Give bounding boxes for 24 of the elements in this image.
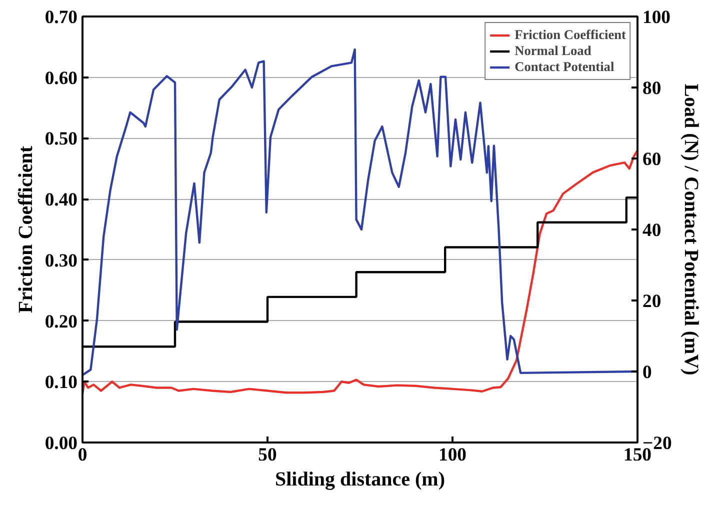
y-tick-label: 0.40 — [44, 190, 78, 211]
y-tick-label: 0.10 — [44, 372, 78, 394]
y2-tick-label: 60 — [642, 149, 662, 170]
y2-axis-title: Load (N) / Contact Potential (mV) — [680, 84, 702, 376]
legend-label: Contact Potential — [514, 59, 614, 75]
y-tick-label: 0.70 — [44, 7, 78, 28]
y2-tick-label: 100 — [642, 7, 670, 28]
y-tick-label: 0.20 — [44, 311, 78, 332]
legend-label: Normal Load — [514, 43, 592, 59]
line-series — [82, 149, 638, 395]
x-axis-title: Sliding distance (m) — [274, 468, 446, 490]
y2-tick-label: 20 — [642, 291, 662, 312]
x-tick-label: 0 — [78, 444, 88, 466]
y2-tick-label: 0 — [642, 362, 652, 383]
y-axis-title: Friction Coefficient — [14, 146, 37, 314]
x-tick-label: 100 — [438, 444, 466, 466]
y2-tick-label: 40 — [642, 220, 662, 241]
y-tick-label: 0.50 — [44, 128, 78, 150]
y-tick-label: 0.30 — [44, 250, 78, 272]
legend-label: Friction Coefficient — [514, 27, 626, 43]
y2-tick-label: 80 — [642, 78, 662, 99]
y-tick-label: 0.00 — [44, 433, 78, 454]
x-tick-label: 50 — [258, 444, 277, 466]
y-tick-label: 0.60 — [44, 68, 78, 89]
